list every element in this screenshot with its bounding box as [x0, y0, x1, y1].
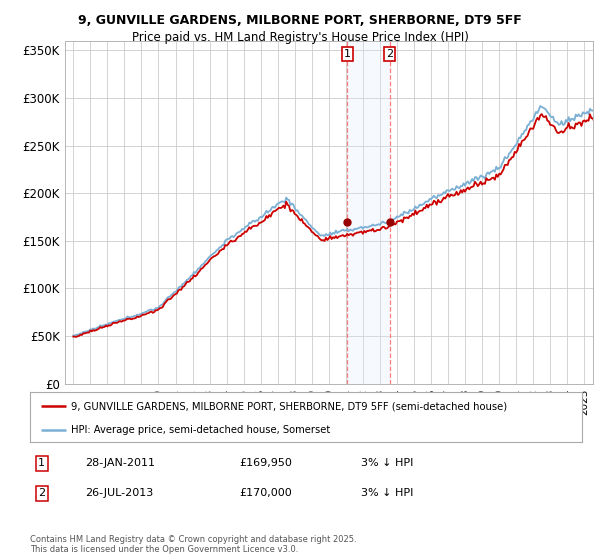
Text: £170,000: £170,000 — [240, 488, 293, 498]
Text: 2: 2 — [38, 488, 46, 498]
Text: Contains HM Land Registry data © Crown copyright and database right 2025.
This d: Contains HM Land Registry data © Crown c… — [30, 535, 356, 554]
Text: 9, GUNVILLE GARDENS, MILBORNE PORT, SHERBORNE, DT9 5FF (semi-detached house): 9, GUNVILLE GARDENS, MILBORNE PORT, SHER… — [71, 401, 508, 411]
Text: 28-JAN-2011: 28-JAN-2011 — [85, 459, 155, 469]
Text: 3% ↓ HPI: 3% ↓ HPI — [361, 488, 413, 498]
Text: 9, GUNVILLE GARDENS, MILBORNE PORT, SHERBORNE, DT9 5FF: 9, GUNVILLE GARDENS, MILBORNE PORT, SHER… — [78, 14, 522, 27]
Bar — [347, 41, 389, 384]
Text: 1: 1 — [344, 49, 350, 59]
Text: Price paid vs. HM Land Registry's House Price Index (HPI): Price paid vs. HM Land Registry's House … — [131, 31, 469, 44]
Text: 2: 2 — [386, 49, 393, 59]
Text: £169,950: £169,950 — [240, 459, 293, 469]
Text: 1: 1 — [38, 459, 45, 469]
Text: 3% ↓ HPI: 3% ↓ HPI — [361, 459, 413, 469]
Text: 26-JUL-2013: 26-JUL-2013 — [85, 488, 154, 498]
Text: HPI: Average price, semi-detached house, Somerset: HPI: Average price, semi-detached house,… — [71, 425, 331, 435]
